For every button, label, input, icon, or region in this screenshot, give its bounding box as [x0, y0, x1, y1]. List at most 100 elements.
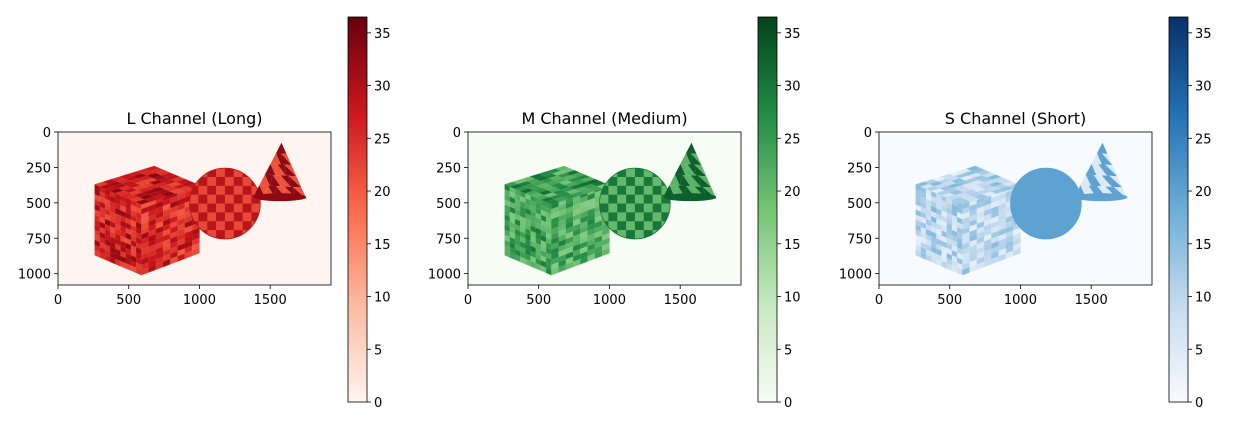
cone-cell — [1105, 186, 1117, 199]
cone-cell — [1098, 164, 1107, 176]
x-tick-label: 0 — [464, 293, 472, 308]
cone-cell — [669, 185, 678, 197]
sphere-cell — [1054, 230, 1064, 239]
sphere-cell — [652, 194, 662, 204]
cone-cell — [284, 164, 297, 177]
sphere-cell — [643, 230, 653, 239]
colorbar-bar — [757, 16, 778, 403]
sphere-cell — [224, 185, 235, 195]
colorbar-tick-label: 10 — [1195, 291, 1212, 306]
sphere-cell — [1010, 212, 1020, 222]
chart-title: S Channel (Short) — [945, 109, 1086, 128]
x-tick-label: 1500 — [254, 293, 287, 308]
cone-cell — [663, 185, 675, 197]
colorbar-tick-label: 20 — [374, 185, 391, 200]
sphere-cell — [599, 194, 609, 204]
sphere-cell — [216, 185, 226, 195]
sphere-cell — [233, 230, 243, 239]
cone-cell — [270, 163, 278, 176]
image-content — [58, 132, 331, 285]
panel-l-channel: L Channel (Long) 0 500 1000 150002505007501… — [18, 16, 391, 411]
sphere-cell — [608, 194, 618, 204]
sphere-cell — [1037, 230, 1047, 239]
sphere-cell — [1019, 176, 1029, 187]
sphere-cell — [224, 203, 235, 213]
sphere-cell — [1045, 203, 1056, 213]
sphere-cell — [233, 221, 243, 231]
cone-cell — [284, 164, 297, 177]
colorbar-tick-label: 0 — [374, 396, 382, 411]
cone-cell — [284, 186, 296, 199]
sphere-cell — [242, 212, 252, 222]
panel-s-channel: S Channel (Short) 0 500 1000 15000250500750… — [839, 16, 1212, 411]
sphere-cell — [233, 194, 243, 204]
sphere-cell — [617, 230, 627, 239]
image-area — [468, 132, 741, 285]
colorbar-tick-label: 25 — [374, 132, 391, 147]
sphere-cell — [617, 194, 627, 204]
sphere-cell — [224, 176, 235, 187]
sphere-cell — [198, 185, 208, 195]
colorbar-tick-label: 20 — [784, 185, 801, 200]
sphere-cell — [207, 194, 217, 204]
cone-cell — [698, 175, 712, 188]
sphere-cell — [224, 221, 235, 231]
cone-cell — [270, 153, 281, 165]
sphere-cell — [634, 185, 645, 195]
sphere-cell — [1063, 185, 1073, 195]
sphere-cell — [198, 176, 208, 187]
sphere-cell — [652, 176, 662, 187]
sphere-cell — [233, 176, 243, 187]
sphere-cell — [626, 185, 636, 195]
sphere-cell — [643, 168, 653, 178]
sphere-cell — [242, 221, 252, 231]
sphere-cell — [626, 176, 636, 187]
cone-cell — [685, 153, 692, 165]
sphere-cell — [1019, 203, 1029, 213]
sphere-cell — [1028, 212, 1038, 222]
cone-cell — [669, 174, 680, 186]
colorbar-tick-label: 10 — [374, 291, 391, 306]
cone-cell — [275, 153, 282, 165]
cone-cell — [674, 174, 683, 186]
colorbar-tick-label: 35 — [784, 27, 801, 42]
sphere-cell — [634, 212, 645, 222]
cone-cell — [702, 186, 717, 199]
sphere-cell — [643, 221, 653, 231]
cone-cell — [1101, 175, 1112, 187]
cone-cell — [259, 174, 270, 186]
sphere-cell — [216, 176, 226, 187]
chart-title: M Channel (Medium) — [521, 109, 687, 128]
sphere-cell — [617, 212, 627, 222]
sphere-cell — [233, 168, 243, 178]
sphere-cell — [617, 168, 627, 178]
sphere-cell — [661, 185, 671, 195]
cone-cell — [1085, 163, 1097, 176]
y-tick-label: 250 — [436, 161, 461, 176]
sphere-cell — [198, 221, 208, 231]
cube-cell-right — [1013, 247, 1021, 257]
sphere-cell — [1054, 212, 1064, 222]
cone-base — [663, 193, 717, 202]
sphere-cell — [242, 185, 252, 195]
sphere-cell — [608, 212, 618, 222]
sphere-cell — [1045, 221, 1056, 231]
axes-frame — [57, 131, 332, 286]
colorbar-tick-label: 25 — [1195, 132, 1212, 147]
sphere-cell — [626, 230, 636, 239]
cone-cell — [280, 153, 292, 166]
sphere-outline — [1010, 167, 1082, 240]
cone-cell — [288, 175, 302, 188]
cone-cell — [687, 164, 696, 176]
cone-cell — [1091, 153, 1102, 165]
colorbar-tick-label: 15 — [784, 238, 801, 253]
cone-cell — [1090, 174, 1102, 187]
colorbar-tick-label: 5 — [374, 343, 382, 358]
sphere-cell — [1010, 203, 1020, 213]
sphere-cell — [643, 203, 653, 213]
sphere-cell — [224, 212, 235, 222]
sphere-cell — [599, 203, 609, 213]
colorbar-tick-label: 10 — [784, 291, 801, 306]
cone-cell — [1109, 175, 1123, 188]
y-tick-label: 250 — [847, 161, 872, 176]
